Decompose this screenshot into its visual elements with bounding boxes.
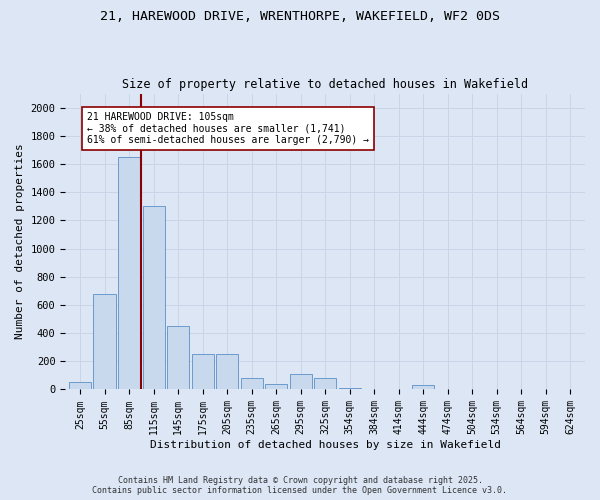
Text: 21 HAREWOOD DRIVE: 105sqm
← 38% of detached houses are smaller (1,741)
61% of se: 21 HAREWOOD DRIVE: 105sqm ← 38% of detac…	[88, 112, 370, 145]
Bar	[167, 326, 189, 390]
Y-axis label: Number of detached properties: Number of detached properties	[15, 144, 25, 340]
Bar	[241, 378, 263, 390]
Text: Contains HM Land Registry data © Crown copyright and database right 2025.
Contai: Contains HM Land Registry data © Crown c…	[92, 476, 508, 495]
Title: Size of property relative to detached houses in Wakefield: Size of property relative to detached ho…	[122, 78, 528, 91]
X-axis label: Distribution of detached houses by size in Wakefield: Distribution of detached houses by size …	[149, 440, 500, 450]
Bar	[314, 378, 336, 390]
Bar	[290, 374, 311, 390]
Bar	[338, 388, 361, 390]
Bar	[94, 294, 116, 390]
Bar	[69, 382, 91, 390]
Bar	[412, 385, 434, 390]
Bar	[191, 354, 214, 390]
Bar	[143, 206, 164, 390]
Bar	[216, 354, 238, 390]
Bar	[118, 157, 140, 390]
Bar	[265, 384, 287, 390]
Text: 21, HAREWOOD DRIVE, WRENTHORPE, WAKEFIELD, WF2 0DS: 21, HAREWOOD DRIVE, WRENTHORPE, WAKEFIEL…	[100, 10, 500, 23]
